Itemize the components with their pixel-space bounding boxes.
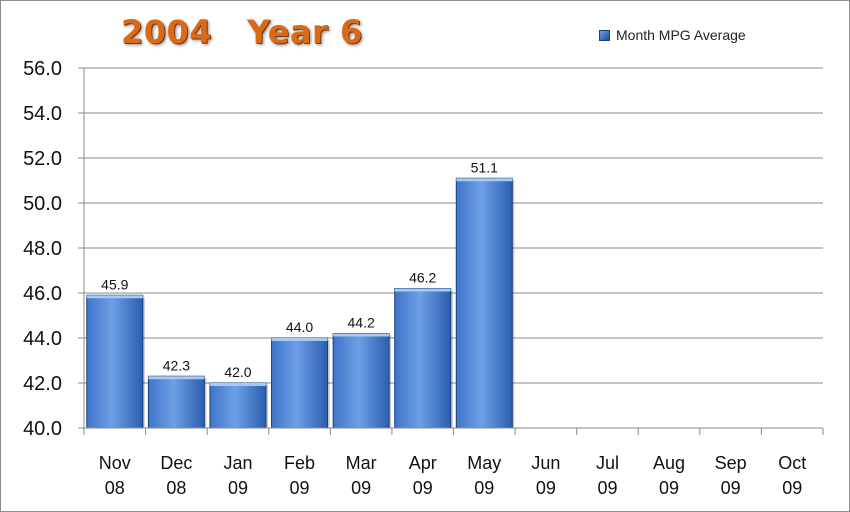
- x-tick-label-year: 09: [474, 478, 494, 498]
- bar-highlight: [209, 383, 266, 386]
- bar: [147, 375, 205, 429]
- legend-label: Month MPG Average: [616, 27, 746, 43]
- axes: 40.0 42.0 44.0 46.0 48.0 50.0 52.0 54.0 56.0 Nov 0…: [23, 58, 824, 498]
- data-label: 51.1: [471, 159, 498, 175]
- x-tick-label-month: Aug: [653, 453, 685, 473]
- x-tick-label-month: Feb: [284, 453, 315, 473]
- legend: Month MPG Average: [599, 27, 746, 43]
- x-tick-label-year: 08: [166, 478, 186, 498]
- bar: [394, 288, 452, 429]
- y-tick-label: 46.0: [23, 283, 62, 305]
- y-tick-label: 48.0: [23, 238, 62, 260]
- gridlines: [84, 67, 823, 429]
- x-tick-label-month: Nov: [99, 453, 131, 473]
- data-label: 44.0: [286, 319, 313, 335]
- x-tick-label-month: Jan: [223, 453, 252, 473]
- bar: [271, 337, 329, 429]
- x-tick-label-year: 09: [228, 478, 248, 498]
- y-tick-label: 50.0: [23, 193, 62, 215]
- bar-highlight: [271, 338, 328, 341]
- bar-highlight: [333, 333, 390, 337]
- x-tick-label-year: 09: [597, 478, 617, 498]
- x-tick-label-year: 09: [659, 478, 679, 498]
- x-tick-label-year: 09: [782, 478, 802, 498]
- data-label: 42.3: [163, 357, 190, 373]
- data-label: 44.2: [348, 315, 375, 331]
- x-tick-label-year: 09: [290, 478, 310, 498]
- data-label: 45.9: [101, 276, 128, 292]
- x-tick-label-month: Oct: [778, 453, 806, 473]
- bar: [86, 294, 144, 429]
- y-tick-label: 56.0: [23, 58, 62, 80]
- bar-series: 45.9 42.3 42.0 44.0 44.2 46.2 51.1: [86, 159, 515, 429]
- bar-highlight: [86, 295, 143, 299]
- data-label: 46.2: [409, 270, 436, 286]
- x-tick-label-year: 09: [413, 478, 433, 498]
- x-tick-label-month: Sep: [715, 453, 747, 473]
- x-tick-label-month: Jul: [596, 453, 619, 473]
- x-tick-label-year: 09: [721, 478, 741, 498]
- x-tick-label-month: Jun: [531, 453, 560, 473]
- bar: [332, 333, 390, 429]
- bar-highlight: [148, 376, 205, 380]
- x-tick-label-month: Dec: [160, 453, 192, 473]
- y-tick-label: 44.0: [23, 328, 62, 350]
- y-tick-label: 54.0: [23, 103, 62, 125]
- x-tick-label-month: Apr: [409, 453, 437, 473]
- bar: [455, 177, 513, 429]
- y-tick-label: 42.0: [23, 373, 62, 395]
- y-tick-label: 40.0: [23, 418, 62, 440]
- bar-highlight: [456, 178, 513, 182]
- data-label: 42.0: [224, 364, 251, 380]
- x-tick-label-year: 08: [105, 478, 125, 498]
- bar: [209, 382, 267, 429]
- x-tick-label-year: 09: [351, 478, 371, 498]
- bar-highlight: [394, 288, 451, 292]
- x-tick-label-month: Mar: [346, 453, 377, 473]
- y-tick-label: 52.0: [23, 148, 62, 170]
- x-tick-label-month: May: [467, 453, 501, 473]
- chart-title: 2004 Year 6: [121, 13, 363, 51]
- x-tick-label-year: 09: [536, 478, 556, 498]
- legend-swatch: [599, 29, 610, 41]
